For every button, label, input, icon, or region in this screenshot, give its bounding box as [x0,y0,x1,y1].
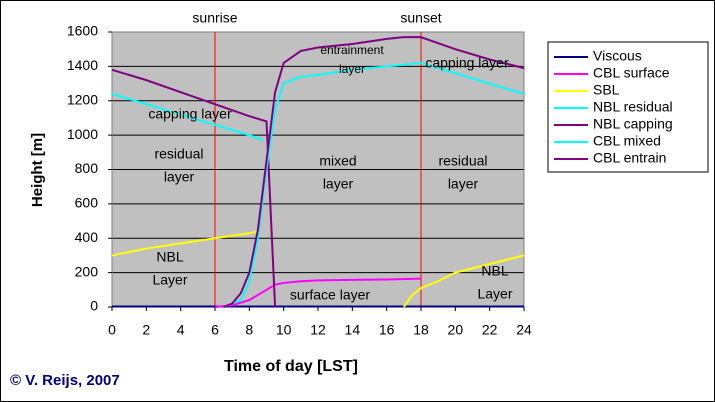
x-tick-label: 10 [276,322,292,338]
annotation: entrainment [320,43,384,57]
y-tick-label: 1400 [67,57,98,73]
x-tick-label: 12 [310,322,326,338]
y-tick-label: 1600 [67,23,98,39]
annotation: surface layer [290,287,370,303]
legend-label: NBL capping [593,116,673,132]
series-line [223,36,421,308]
legend-label: CBL surface [593,65,670,81]
y-tick-label: 200 [75,263,99,279]
series-line [214,277,422,308]
y-tick-label: 600 [75,195,99,211]
credit: © V. Reijs, 2007 [10,372,120,389]
y-tick-label: 400 [75,229,99,245]
x-tick-label: 14 [345,322,361,338]
annotation: layer [448,176,479,192]
series-line [111,36,525,308]
series-line [111,230,525,308]
x-tick-label: 22 [482,322,498,338]
x-tick-label: 6 [211,322,219,338]
legend-label: CBL mixed [593,133,661,149]
x-tick-label: 2 [142,322,150,338]
y-tick-label: 0 [90,298,98,314]
annotation: Layer [152,272,187,288]
annotation: layer [164,169,195,185]
legend-label: SBL [593,82,620,98]
x-tick-label: 24 [516,322,532,338]
event-label: sunset [400,10,441,26]
y-tick-label: 1000 [67,126,98,142]
series-line [111,61,525,142]
y-axis-label: Height [m] [29,133,46,207]
annotation: NBL [156,249,183,265]
y-tick-label: 800 [75,160,99,176]
annotation: layer [339,62,365,76]
x-tick-label: 0 [108,322,116,338]
annotation: capping layer [148,106,232,122]
annotation: Layer [477,286,512,302]
event-label: sunrise [192,10,237,26]
legend-label: Viscous [593,48,642,64]
annotation: layer [323,176,354,192]
legend-label: NBL residual [593,99,673,115]
x-tick-label: 16 [379,322,395,338]
annotation: NBL [481,263,508,279]
annotation: residual [438,153,487,169]
x-axis-label: Time of day [LST] [224,358,358,375]
x-tick-label: 4 [177,322,185,338]
annotation: residual [154,146,203,162]
annotation: mixed [319,153,356,169]
series-line [223,61,422,308]
y-tick-label: 1200 [67,91,98,107]
x-tick-label: 18 [413,322,429,338]
x-tick-label: 8 [245,322,253,338]
legend-label: CBL entrain [593,150,666,166]
annotation: capping layer [425,55,509,71]
plot-area [111,31,525,308]
x-tick-label: 20 [448,322,464,338]
